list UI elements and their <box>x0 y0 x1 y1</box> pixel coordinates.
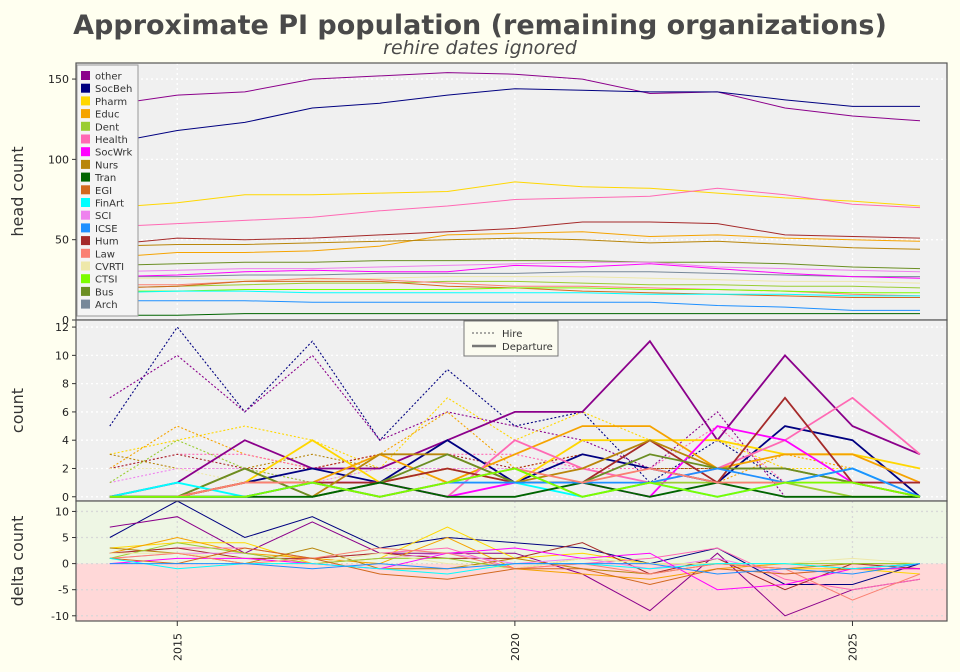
legend-label-Law: Law <box>95 249 115 260</box>
chart-title: Approximate PI population (remaining org… <box>73 10 887 41</box>
x-tick-label: 2015 <box>171 633 184 661</box>
departure-line-other <box>109 339 921 498</box>
y-tick-label: 12 <box>55 321 69 334</box>
series-line-ICSE <box>109 563 921 575</box>
legend-label-Arch: Arch <box>95 300 118 311</box>
series-line-CTSI <box>109 287 920 294</box>
legend-swatch-Law <box>81 248 90 258</box>
legend-label-Dent: Dent <box>95 122 119 133</box>
legend-swatch-EGI <box>81 185 90 195</box>
series-line-SocWrk <box>109 263 921 279</box>
y-axis-title: delta count <box>8 516 27 607</box>
legend-swatch-CTSI <box>81 274 90 284</box>
y-tick-label: 10 <box>55 505 69 518</box>
series-line-SCI <box>109 261 921 273</box>
series-line-EGI <box>109 547 921 586</box>
y-tick-label: 0 <box>62 491 69 504</box>
y-tick-label: -10 <box>51 610 69 623</box>
legend-label-Educ: Educ <box>95 110 120 121</box>
panel-1-background <box>76 63 947 320</box>
series-line-Bus <box>109 260 921 270</box>
panel-3-frame <box>75 500 948 622</box>
y-tick-label: 100 <box>48 153 69 166</box>
y-axis-title: head count <box>8 146 27 236</box>
series-line-ICSE <box>109 300 920 311</box>
departure-line-CTSI <box>109 467 921 498</box>
legend-label-Bus: Bus <box>95 287 113 298</box>
y-tick-label: 10 <box>55 349 69 362</box>
x-tick-label: 2025 <box>846 633 859 661</box>
series-line-other <box>109 72 921 122</box>
legend-label-hire: Hire <box>502 329 522 340</box>
y-tick-label: 0 <box>62 558 69 571</box>
series-line-FinArt <box>109 290 920 297</box>
legend-swatch-Dent <box>81 121 90 131</box>
legend-label-CTSI: CTSI <box>95 275 117 286</box>
series-line-CVRTI <box>109 276 921 284</box>
legend-swatch-Tran <box>81 172 90 182</box>
legend-label-Health: Health <box>95 135 128 146</box>
series-line-Health <box>109 187 921 228</box>
legend-swatch-FinArt <box>81 198 90 207</box>
y-tick-label: 5 <box>62 532 69 545</box>
negative-delta-band <box>76 563 947 621</box>
series-line-Hum <box>109 221 921 245</box>
legend-swatch-SCI <box>81 210 90 220</box>
legend-label-FinArt: FinArt <box>95 199 124 210</box>
legend-swatch-ICSE <box>81 223 90 233</box>
series-line-SocBeh <box>109 88 920 144</box>
y-tick-label: -5 <box>58 584 69 597</box>
legend-swatch-CVRTI <box>81 261 90 271</box>
legend-swatch-Arch <box>81 299 90 309</box>
y-tick-label: 4 <box>62 434 69 447</box>
legend-label-departure: Departure <box>502 342 553 353</box>
y-tick-label: 2 <box>62 462 69 475</box>
series-line-SocWrk <box>109 547 920 591</box>
plot-area: 0 50 100 150 head count 0 2 4 6 8 10 12 count -10 -5 0 5… <box>8 62 948 661</box>
legend-label-other: other <box>95 72 123 83</box>
legend-swatch-SocBeh <box>81 83 90 93</box>
y-axis-title: count <box>8 388 27 433</box>
legend-swatch-Health <box>81 134 90 144</box>
y-tick-label: 150 <box>48 73 69 86</box>
series-line-Tran <box>109 313 920 316</box>
legend-label-SocBeh: SocBeh <box>95 84 132 95</box>
y-tick-label: 0 <box>62 314 69 327</box>
legend-label-CVRTI: CVRTI <box>95 262 124 273</box>
legend-label-EGI: EGI <box>95 186 112 197</box>
series-line-Dent <box>109 280 921 289</box>
y-tick-label: 8 <box>62 378 69 391</box>
legend-label-Nurs: Nurs <box>95 160 118 171</box>
series-line-Nurs <box>109 237 921 250</box>
legend-swatch-Pharm <box>81 96 90 106</box>
legend-label-SocWrk: SocWrk <box>95 148 133 159</box>
legend-swatch-Hum <box>81 236 90 246</box>
legend-swatch-Educ <box>81 109 90 119</box>
legend-swatch-Nurs <box>81 159 90 169</box>
legend-box-hire-departure <box>463 320 559 357</box>
chart-subtitle: rehire dates ignored <box>383 37 578 59</box>
x-tick-label: 2020 <box>509 633 522 661</box>
y-tick-label: 50 <box>55 234 69 247</box>
legend-label-Tran: Tran <box>94 173 116 184</box>
legend-swatch-Bus <box>81 286 90 296</box>
legend-swatch-other <box>81 71 90 80</box>
legend-swatch-SocWrk <box>81 147 90 157</box>
series-line-Pharm <box>109 181 921 209</box>
series-line-Arch <box>109 271 920 278</box>
legend-label-Pharm: Pharm <box>95 97 127 108</box>
legend-label-SCI: SCI <box>95 211 111 222</box>
legend-label-ICSE: ICSE <box>95 224 118 235</box>
y-tick-label: 6 <box>62 406 69 419</box>
series-line-Educ <box>109 231 921 258</box>
legend-label-Hum: Hum <box>95 237 119 248</box>
